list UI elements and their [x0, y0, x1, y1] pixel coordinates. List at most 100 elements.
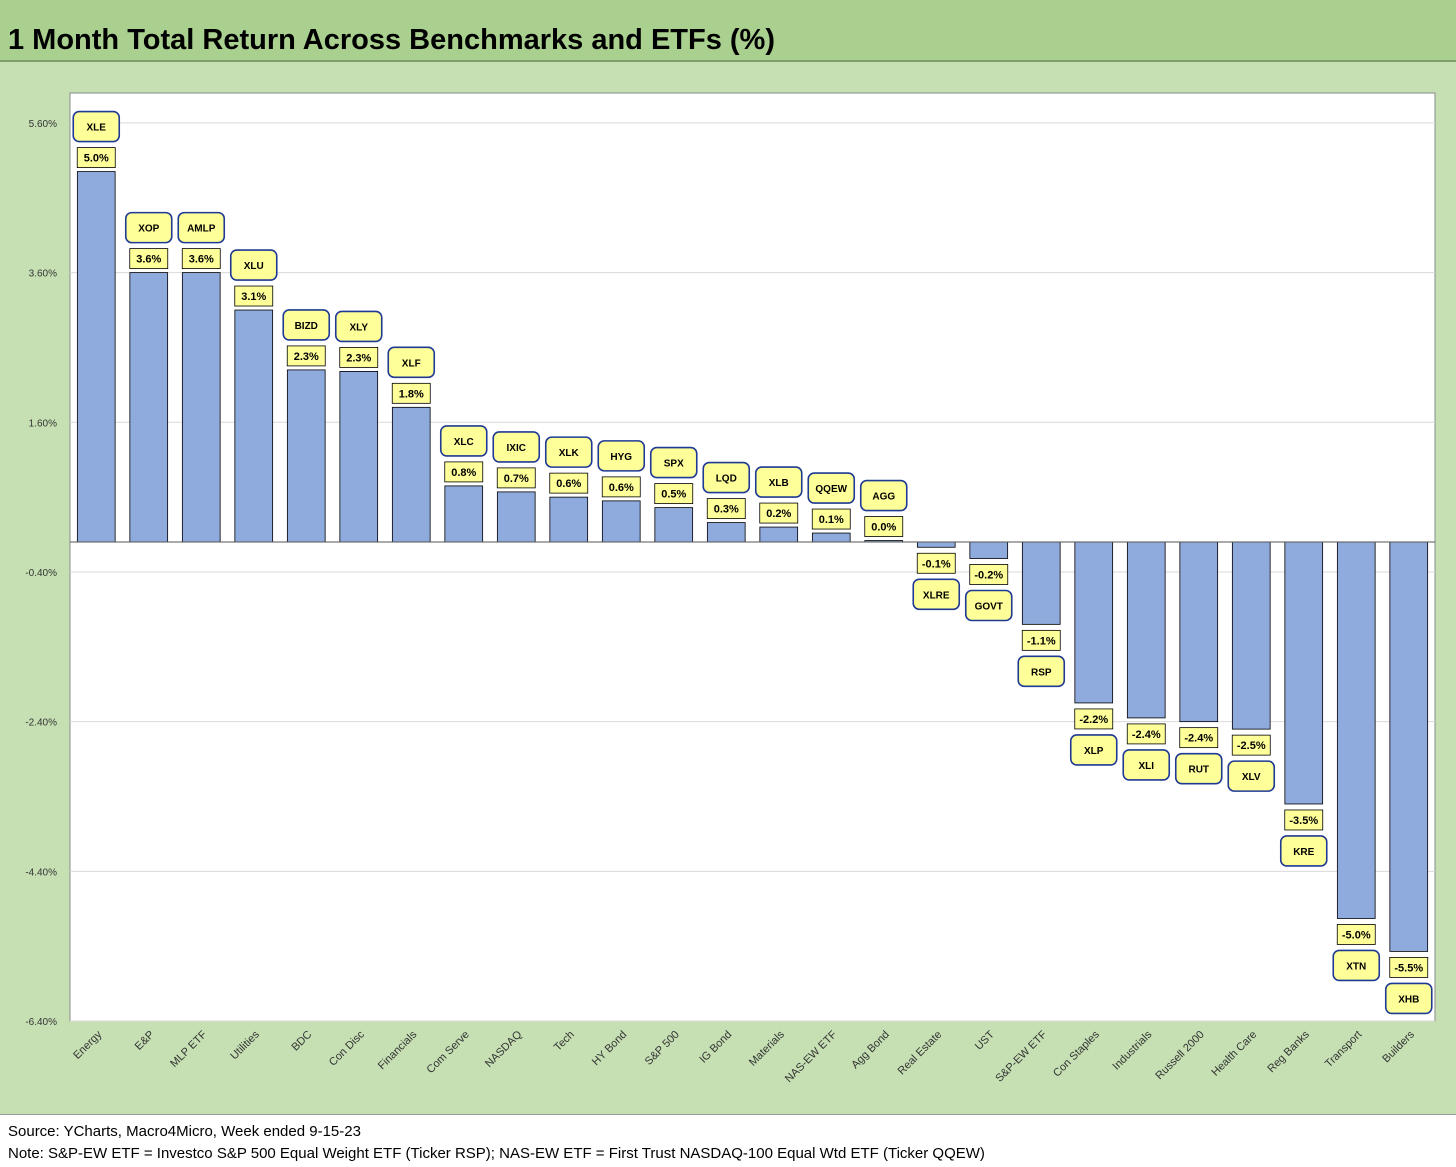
- ticker-label: XLB: [769, 478, 789, 489]
- y-tick-label: -2.40%: [25, 718, 57, 729]
- category-label: E&P: [133, 1029, 157, 1053]
- bar: [234, 309, 274, 543]
- value-label: 0.6%: [556, 478, 581, 490]
- bar: [1179, 541, 1219, 723]
- value-label-box: [1389, 957, 1429, 978]
- category-label: Tech: [552, 1029, 577, 1054]
- value-label-box: [759, 502, 799, 524]
- value-label-box: [1336, 924, 1376, 945]
- value-label-box: [864, 516, 904, 537]
- category-label: Real Estate: [896, 1029, 945, 1078]
- ticker-label: XLV: [1242, 772, 1261, 783]
- bar: [1074, 541, 1114, 704]
- chart-title: 1 Month Total Return Across Benchmarks a…: [8, 24, 775, 56]
- data-labels: 5.0% XLE 3.6% XOP 3.6% AMLP 3.1% XLU 2.3% BIZD 2.3…: [72, 110, 1433, 1015]
- value-label-box: [391, 382, 431, 404]
- ticker-label-box: [124, 211, 173, 244]
- ticker-label: SPX: [664, 459, 684, 470]
- ticker-label-box: [1017, 655, 1066, 688]
- bar: [1284, 541, 1324, 805]
- value-label: -5.5%: [1394, 962, 1423, 974]
- value-label-box: [129, 248, 169, 270]
- value-label-box: [1231, 734, 1271, 756]
- ticker-label: XOP: [138, 224, 159, 235]
- value-label: -0.2%: [974, 569, 1003, 581]
- bar: [339, 370, 379, 543]
- category-label: UST: [973, 1028, 997, 1052]
- ticker-label: XLK: [559, 448, 580, 459]
- ticker-label-box: [912, 578, 961, 611]
- category-label: Health Care: [1209, 1029, 1259, 1079]
- value-label: 3.6%: [136, 254, 161, 266]
- ticker-label-box: [177, 211, 226, 244]
- value-label: -2.5%: [1237, 740, 1266, 752]
- category-label: NAS-EW ETF: [783, 1028, 840, 1085]
- category-label: MLP ETF: [168, 1028, 209, 1069]
- value-label: 0.7%: [504, 473, 529, 485]
- ticker-label: XLC: [454, 437, 474, 448]
- ticker-label: KRE: [1293, 847, 1314, 858]
- ticker-label-box: [282, 309, 331, 341]
- value-label-box: [1021, 629, 1061, 651]
- ticker-label-box: [439, 425, 488, 457]
- category-label: Energy: [71, 1028, 104, 1061]
- bar: [601, 500, 641, 543]
- value-label: 0.6%: [609, 482, 634, 494]
- value-label-box: [706, 498, 746, 519]
- value-label-box: [234, 285, 274, 307]
- ticker-label-box: [387, 346, 436, 379]
- value-label-box: [1179, 727, 1219, 749]
- ticker-label-box: [964, 589, 1013, 622]
- ticker-label-box: [1122, 749, 1171, 781]
- bar: [706, 522, 746, 543]
- value-label: 2.3%: [346, 352, 371, 364]
- ticker-label: AMLP: [187, 224, 216, 235]
- category-label: Con Disc: [327, 1028, 367, 1068]
- ticker-label-box: [334, 310, 383, 343]
- source-note: Source: YCharts, Macro4Micro, Week ended…: [8, 1123, 361, 1140]
- bar-chart: 5.60%3.60%1.60%-0.40%-2.40%-4.40%-6.40% …: [25, 92, 1436, 1085]
- ticker-label: HYG: [610, 452, 632, 463]
- bar: [549, 496, 589, 543]
- bar: [181, 272, 221, 543]
- ticker-label: XLE: [87, 123, 107, 134]
- ticker-label: XLRE: [923, 590, 950, 601]
- ticker-label: XLY: [349, 322, 368, 333]
- value-label-box: [444, 461, 484, 483]
- category-label: NASDAQ: [483, 1028, 525, 1070]
- bars: [76, 171, 1429, 952]
- value-label: 2.3%: [294, 351, 319, 363]
- value-label: 0.3%: [714, 504, 739, 516]
- category-label: BDC: [289, 1029, 314, 1054]
- value-label: 3.6%: [189, 254, 214, 266]
- plot-area: [69, 92, 1436, 1022]
- value-label: 5.0%: [84, 153, 109, 165]
- y-tick-label: 1.60%: [29, 418, 57, 429]
- value-label: -2.2%: [1079, 714, 1108, 726]
- value-label-box: [1074, 708, 1114, 730]
- category-label: Reg Banks: [1265, 1028, 1312, 1075]
- ticker-label: XTN: [1346, 961, 1366, 972]
- ticker-label: GOVT: [975, 601, 1003, 612]
- bar: [129, 272, 169, 543]
- value-label-box: [916, 552, 956, 574]
- ticker-label-box: [859, 479, 908, 512]
- category-label: Agg Bond: [849, 1029, 892, 1072]
- value-label-box: [601, 476, 641, 498]
- value-label: 0.2%: [766, 508, 791, 520]
- bar: [1336, 541, 1376, 919]
- ticker-label-box: [754, 466, 803, 498]
- category-label: Industrials: [1110, 1028, 1154, 1072]
- value-label: -5.0%: [1342, 929, 1371, 941]
- ticker-note: Note: S&P-EW ETF = Investco S&P 500 Equa…: [8, 1145, 985, 1162]
- title-bar: 1 Month Total Return Across Benchmarks a…: [0, 0, 1456, 62]
- ticker-label: XLP: [1084, 746, 1104, 757]
- value-label: -3.5%: [1289, 815, 1318, 827]
- value-label: 0.0%: [871, 522, 896, 534]
- ticker-label-box: [807, 472, 856, 504]
- value-label-box: [496, 467, 536, 489]
- y-tick-label: 5.60%: [29, 119, 57, 130]
- bar: [444, 485, 484, 543]
- value-label: 0.8%: [451, 467, 476, 479]
- category-label: S&P 500: [643, 1029, 682, 1068]
